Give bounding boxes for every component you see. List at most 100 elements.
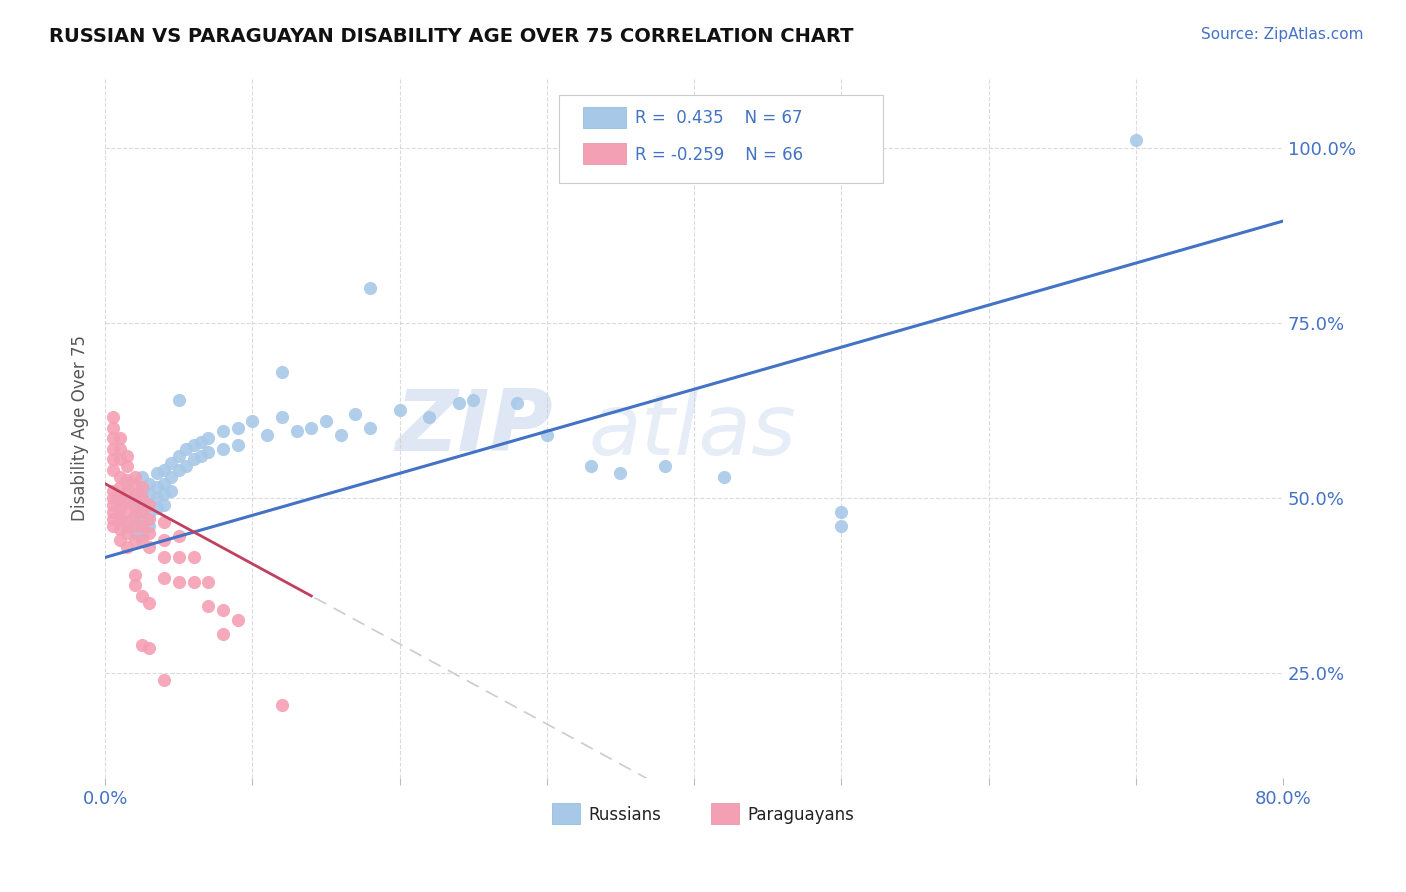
Point [359, 280, 381, 294]
Point [609, 467, 631, 481]
Point [226, 614, 249, 628]
Point [101, 442, 124, 456]
Point [124, 487, 146, 501]
Point [506, 396, 529, 410]
Point [212, 627, 235, 641]
Point [174, 442, 197, 456]
Point [153, 498, 176, 512]
Point [344, 407, 367, 421]
Point [131, 483, 153, 498]
Point [101, 483, 124, 498]
Text: RUSSIAN VS PARAGUAYAN DISABILITY AGE OVER 75 CORRELATION CHART: RUSSIAN VS PARAGUAYAN DISABILITY AGE OVE… [49, 27, 853, 45]
Point [153, 550, 176, 565]
Point [153, 516, 176, 530]
Point [160, 470, 183, 484]
Point [138, 476, 160, 491]
Point [183, 550, 205, 565]
Text: ZIP: ZIP [395, 386, 553, 469]
Point [131, 480, 153, 494]
Point [226, 438, 249, 452]
Point [131, 589, 153, 603]
Point [108, 491, 131, 505]
Point [145, 501, 167, 516]
Text: R =  0.435    N = 67: R = 0.435 N = 67 [636, 109, 803, 127]
Point [131, 505, 153, 519]
Point [463, 392, 485, 407]
Point [101, 519, 124, 533]
Text: Russians: Russians [588, 806, 661, 824]
Point [183, 438, 205, 452]
Point [167, 550, 190, 565]
Point [153, 571, 176, 585]
Point [153, 487, 176, 501]
Point [256, 427, 278, 442]
Point [138, 487, 160, 501]
Point [108, 480, 131, 494]
Point [117, 505, 139, 519]
Point [131, 498, 153, 512]
Point [101, 421, 124, 435]
Point [167, 449, 190, 463]
Point [153, 476, 176, 491]
Point [124, 498, 146, 512]
Point [138, 641, 160, 656]
Point [131, 529, 153, 543]
Point [536, 427, 558, 442]
FancyBboxPatch shape [583, 107, 626, 128]
Point [117, 516, 139, 530]
Point [108, 522, 131, 536]
Point [285, 424, 308, 438]
Point [124, 519, 146, 533]
Point [190, 434, 212, 449]
FancyBboxPatch shape [710, 804, 740, 824]
Point [138, 498, 160, 512]
Point [167, 574, 190, 589]
Point [830, 519, 852, 533]
Point [270, 365, 292, 379]
Point [138, 508, 160, 523]
Point [138, 519, 160, 533]
Point [167, 463, 190, 477]
Point [197, 574, 219, 589]
Point [153, 533, 176, 547]
Point [124, 533, 146, 547]
Point [212, 603, 235, 617]
Point [145, 491, 167, 505]
Text: Source: ZipAtlas.com: Source: ZipAtlas.com [1201, 27, 1364, 42]
Text: Paraguayans: Paraguayans [747, 806, 853, 824]
Point [124, 476, 146, 491]
Text: R = -0.259    N = 66: R = -0.259 N = 66 [636, 145, 803, 163]
Point [101, 498, 124, 512]
Point [183, 452, 205, 467]
Point [117, 525, 139, 540]
Point [124, 498, 146, 512]
Point [174, 459, 197, 474]
Point [447, 396, 470, 410]
Point [108, 452, 131, 467]
Point [108, 470, 131, 484]
Point [117, 449, 139, 463]
Point [299, 421, 322, 435]
Point [117, 476, 139, 491]
Point [131, 470, 153, 484]
Point [153, 463, 176, 477]
Point [124, 525, 146, 540]
Point [131, 519, 153, 533]
Point [131, 533, 153, 547]
Point [108, 491, 131, 505]
Point [124, 508, 146, 523]
Point [124, 578, 146, 592]
Point [138, 525, 160, 540]
FancyBboxPatch shape [583, 144, 626, 164]
Point [117, 494, 139, 508]
Point [167, 529, 190, 543]
Point [270, 410, 292, 425]
Point [101, 431, 124, 445]
Point [270, 698, 292, 712]
Point [359, 421, 381, 435]
Point [138, 540, 160, 554]
Point [190, 449, 212, 463]
Point [145, 467, 167, 481]
Point [138, 498, 160, 512]
Point [108, 512, 131, 526]
